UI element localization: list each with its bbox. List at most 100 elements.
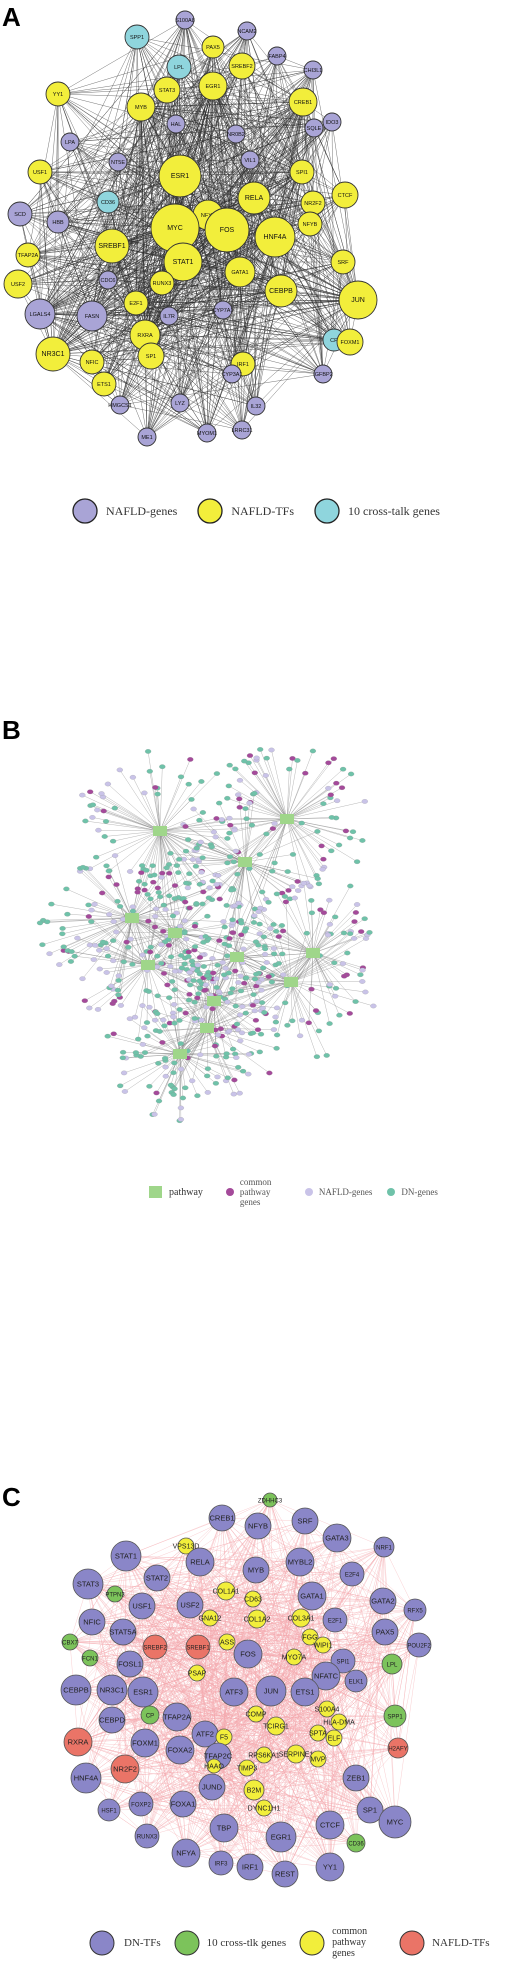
node-c-runx3: RUNX3 (134, 1823, 160, 1849)
node-a-cyp3a1: CYP3A1 (221, 364, 243, 384)
node-a-ncam2: NCAM2 (237, 21, 257, 41)
svg-text:CDC6: CDC6 (101, 278, 116, 284)
svg-text:FOSL1: FOSL1 (118, 1660, 142, 1669)
svg-text:NRF1: NRF1 (376, 1546, 392, 1552)
svg-text:ELK1: ELK1 (349, 1680, 364, 1686)
node-a-srebf1: SREBF1 (94, 228, 130, 264)
node-c-jun: JUN (255, 1675, 287, 1707)
panel-c-label: C (2, 1482, 21, 1512)
svg-text:USF1: USF1 (33, 170, 47, 176)
node-c-srebf2: SREBF2 (142, 1634, 168, 1660)
legend-b-swatch-nafld (304, 1188, 313, 1196)
node-c-rps6ka1: RPS6KA1 (248, 1746, 280, 1764)
svg-text:NR3C1: NR3C1 (100, 1686, 125, 1695)
legend-a-item-tfs: NAFLD-TFs (195, 496, 294, 526)
svg-text:FOXP2: FOXP2 (131, 1803, 151, 1809)
node-c-foxp2: FOXP2 (128, 1791, 154, 1817)
node-a-lpa: LPA (60, 132, 80, 152)
svg-text:ASS: ASS (220, 1640, 234, 1647)
svg-text:RPS6KA1: RPS6KA1 (248, 1753, 280, 1760)
svg-text:PTPN3: PTPN3 (105, 1593, 125, 1599)
svg-text:GATA1: GATA1 (300, 1592, 323, 1601)
svg-text:MYOM1: MYOM1 (197, 431, 217, 437)
svg-text:NFYB: NFYB (248, 1522, 268, 1531)
svg-text:NFIC: NFIC (86, 360, 99, 366)
node-c-col3a1: COL3A1 (288, 1608, 315, 1628)
node-c-pou2f2: POU2F2 (406, 1632, 432, 1658)
node-a-fabp4: FABP4 (267, 46, 287, 66)
svg-text:FOXA1: FOXA1 (171, 1800, 196, 1809)
svg-text:CP: CP (330, 338, 338, 344)
legend-a-item-crosstalk: 10 cross-talk genes (312, 496, 440, 526)
node-c-col1a1: COL1A1 (213, 1581, 240, 1601)
legend-c-swatch-common (299, 1930, 325, 1955)
svg-text:SREBF2: SREBF2 (231, 64, 252, 70)
node-c-nfyb: NFYB (244, 1512, 272, 1540)
node-c-atf2: ATF2 (191, 1720, 219, 1748)
node-c-cd36: CD36 (346, 1833, 366, 1853)
svg-text:CHI3L1: CHI3L1 (304, 68, 323, 74)
svg-text:RELA: RELA (190, 1558, 210, 1567)
svg-text:MYBL2: MYBL2 (288, 1558, 313, 1567)
svg-text:IDO3: IDO3 (326, 120, 339, 126)
svg-text:CEBPD: CEBPD (99, 1716, 125, 1725)
node-c-stat2: STAT2 (143, 1564, 171, 1592)
node-a-fos: FOS (204, 207, 250, 253)
node-a-hmgcs1: HMGCS1 (108, 395, 132, 415)
legend-c-swatch-nafldtfs (399, 1930, 425, 1955)
svg-text:IRF1: IRF1 (242, 1863, 258, 1872)
pathway-node-b-8 (306, 948, 320, 958)
svg-text:EGR1: EGR1 (206, 84, 221, 90)
svg-text:HSF1: HSF1 (101, 1809, 117, 1815)
svg-text:NCAM2: NCAM2 (237, 29, 256, 35)
svg-text:RUNX3: RUNX3 (137, 1835, 158, 1841)
node-c-usf1: USF1 (128, 1592, 156, 1620)
node-c-myb: MYB (242, 1556, 270, 1584)
svg-text:YY1: YY1 (323, 1863, 337, 1872)
node-c-rxra: RXRA (63, 1727, 93, 1757)
svg-text:MYB: MYB (135, 105, 147, 111)
node-c-sp1: SP1 (356, 1796, 384, 1824)
svg-text:SRF: SRF (298, 1517, 313, 1526)
svg-text:E2F4: E2F4 (345, 1573, 360, 1579)
node-c-elf: ELF (325, 1729, 343, 1747)
svg-text:FCN1: FCN1 (82, 1657, 98, 1663)
node-a-pax5: PAX5 (201, 35, 225, 59)
svg-text:E2F1: E2F1 (328, 1619, 343, 1625)
node-c-irf1: IRF1 (236, 1853, 264, 1881)
node-c-e2f1: E2F1 (322, 1607, 348, 1633)
svg-text:IL7R: IL7R (163, 314, 175, 320)
node-a-tfap2a: TFAP2A (15, 242, 41, 268)
node-a-foxm1: FOXM1 (336, 328, 364, 356)
legend-c-swatch-crosstalk (174, 1930, 200, 1955)
node-c-cd63: CD63 (244, 1590, 262, 1608)
node-a-lyz: LYZ (170, 393, 190, 413)
svg-text:GNA12: GNA12 (199, 1616, 222, 1623)
pathway-node-b-10 (200, 1023, 214, 1033)
svg-text:ESR1: ESR1 (133, 1688, 153, 1697)
svg-text:TFAP2C: TFAP2C (204, 1752, 233, 1761)
node-a-creb1: CREB1 (288, 87, 318, 117)
node-c-hnf4a: HNF4A (70, 1762, 102, 1794)
node-c-cp: CP (140, 1705, 160, 1725)
node-c-foxm1: FOXM1 (130, 1728, 160, 1758)
svg-text:NR2F2: NR2F2 (113, 1765, 137, 1774)
node-c-fos: FOS (233, 1639, 263, 1669)
svg-text:IRF1: IRF1 (237, 362, 249, 368)
svg-text:ZDHHC3: ZDHHC3 (258, 1499, 283, 1505)
legend-a: NAFLD-genes NAFLD-TFs 10 cross-talk gene… (70, 496, 458, 526)
svg-text:POU2F2: POU2F2 (407, 1644, 431, 1650)
legend-b-swatch-dn (387, 1188, 396, 1196)
node-a-s100a8: S100A8 (175, 10, 195, 30)
svg-text:SPP1: SPP1 (387, 1715, 403, 1721)
svg-text:FOXM1: FOXM1 (132, 1739, 158, 1748)
svg-text:FOS: FOS (220, 227, 235, 234)
node-c-ets1: ETS1 (290, 1677, 320, 1707)
node-a-stat1: STAT1 (163, 242, 203, 282)
legend-c-item-dntfs: DN-TFs (88, 1929, 161, 1957)
node-c-cbx7: CBX7 (61, 1633, 78, 1651)
svg-text:SREBF2: SREBF2 (143, 1646, 167, 1652)
panel-a: A S100A8 PAX5 NCAM2 SPP1 LPL STAT3 EGR1 SREBF2 F… (0, 0, 519, 540)
node-a-cebpb: CEBPB (264, 274, 298, 308)
svg-text:MYO7A: MYO7A (282, 1655, 307, 1662)
